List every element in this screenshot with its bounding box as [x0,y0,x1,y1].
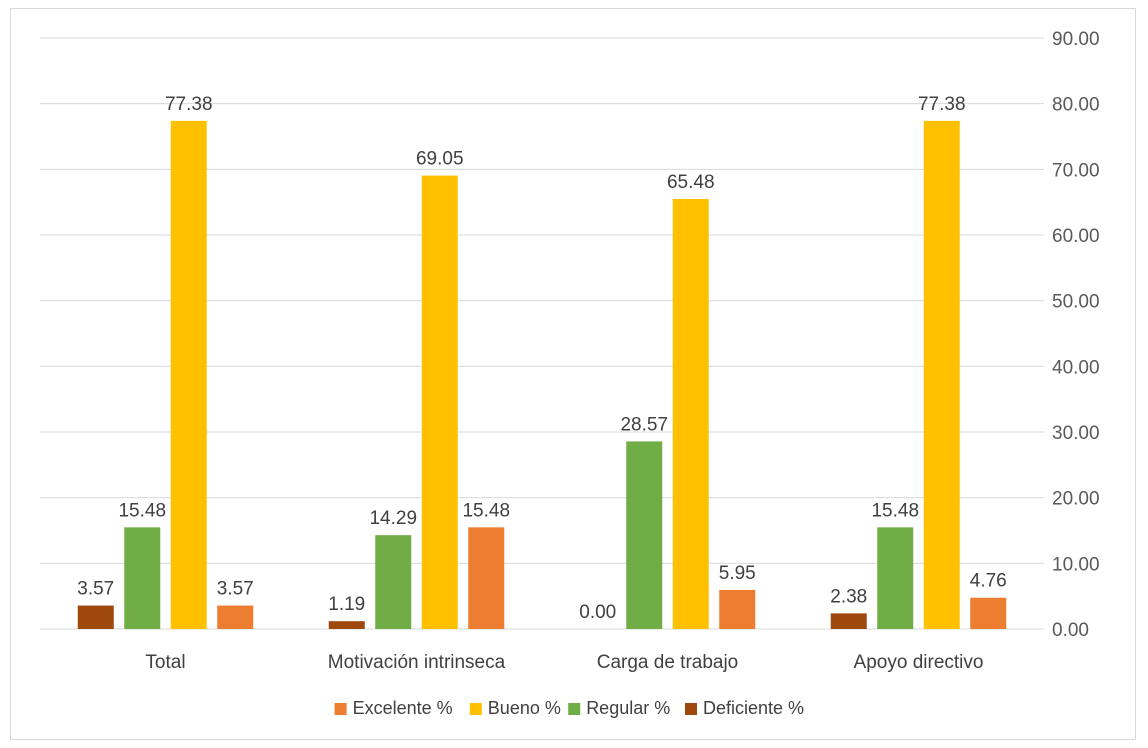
bar [877,527,914,629]
data-label: 15.48 [871,500,919,521]
y-tick-label: 50.00 [1052,292,1100,313]
legend-swatch [568,703,581,715]
x-axis-categories: Total Motivación intrinseca Carga de traba… [145,652,983,673]
y-tick-label: 20.00 [1052,489,1100,510]
data-label: 1.19 [328,594,365,615]
bar [970,597,1007,629]
data-label: 3.57 [217,579,254,600]
y-axis-ticks: 0.00 10.00 20.00 30.00 40.00 50.00 60.00 70.00 8… [1052,29,1100,641]
data-label: 0.00 [579,602,616,623]
bar [830,613,867,629]
bar [124,527,161,629]
y-tick-label: 0.00 [1052,620,1089,641]
y-tick-label: 90.00 [1052,29,1100,50]
legend-label: Excelente % [353,698,453,718]
data-label: 69.05 [416,149,464,170]
bar [468,527,505,629]
data-label: 5.95 [719,563,756,584]
bar [719,589,756,629]
gridlines [40,37,1044,630]
y-tick-label: 10.00 [1052,554,1100,575]
bar [672,199,709,630]
y-tick-label: 30.00 [1052,423,1100,444]
legend-label: Deficiente % [703,698,804,718]
legend: Excelente % Bueno % Regular % Deficiente % [334,698,804,718]
data-label: 15.48 [118,500,166,521]
x-category-label: Total [145,652,185,673]
data-label: 65.48 [667,172,715,193]
y-tick-label: 60.00 [1052,226,1100,247]
data-label: 4.76 [970,571,1007,592]
bar [375,535,412,629]
bars [77,120,1007,630]
x-category-label: Carga de trabajo [597,652,739,673]
legend-label: Bueno % [488,698,561,718]
data-label: 77.38 [918,94,966,115]
data-label: 15.48 [462,500,510,521]
data-label: 3.57 [77,579,114,600]
legend-swatch [334,703,347,715]
legend-label: Regular % [586,698,670,718]
x-category-label: Apoyo directivo [854,652,984,673]
data-labels: 3.57 15.48 77.38 3.57 1.19 14.29 69.05 15.48 0.0… [77,94,1006,623]
x-category-label: Motivación intrinseca [328,652,506,673]
data-label: 28.57 [620,414,668,435]
y-tick-label: 80.00 [1052,95,1100,116]
bar [77,605,114,629]
bar [217,605,254,629]
bar [421,175,458,630]
bar [328,621,365,629]
data-label: 2.38 [830,586,867,607]
bar [626,441,663,629]
y-tick-label: 70.00 [1052,160,1100,181]
data-label: 14.29 [369,508,417,529]
bar [170,120,207,629]
y-tick-label: 40.00 [1052,357,1100,378]
legend-swatch [685,703,697,715]
legend-swatch [469,703,482,715]
data-label: 77.38 [165,94,213,115]
bar [923,120,960,629]
